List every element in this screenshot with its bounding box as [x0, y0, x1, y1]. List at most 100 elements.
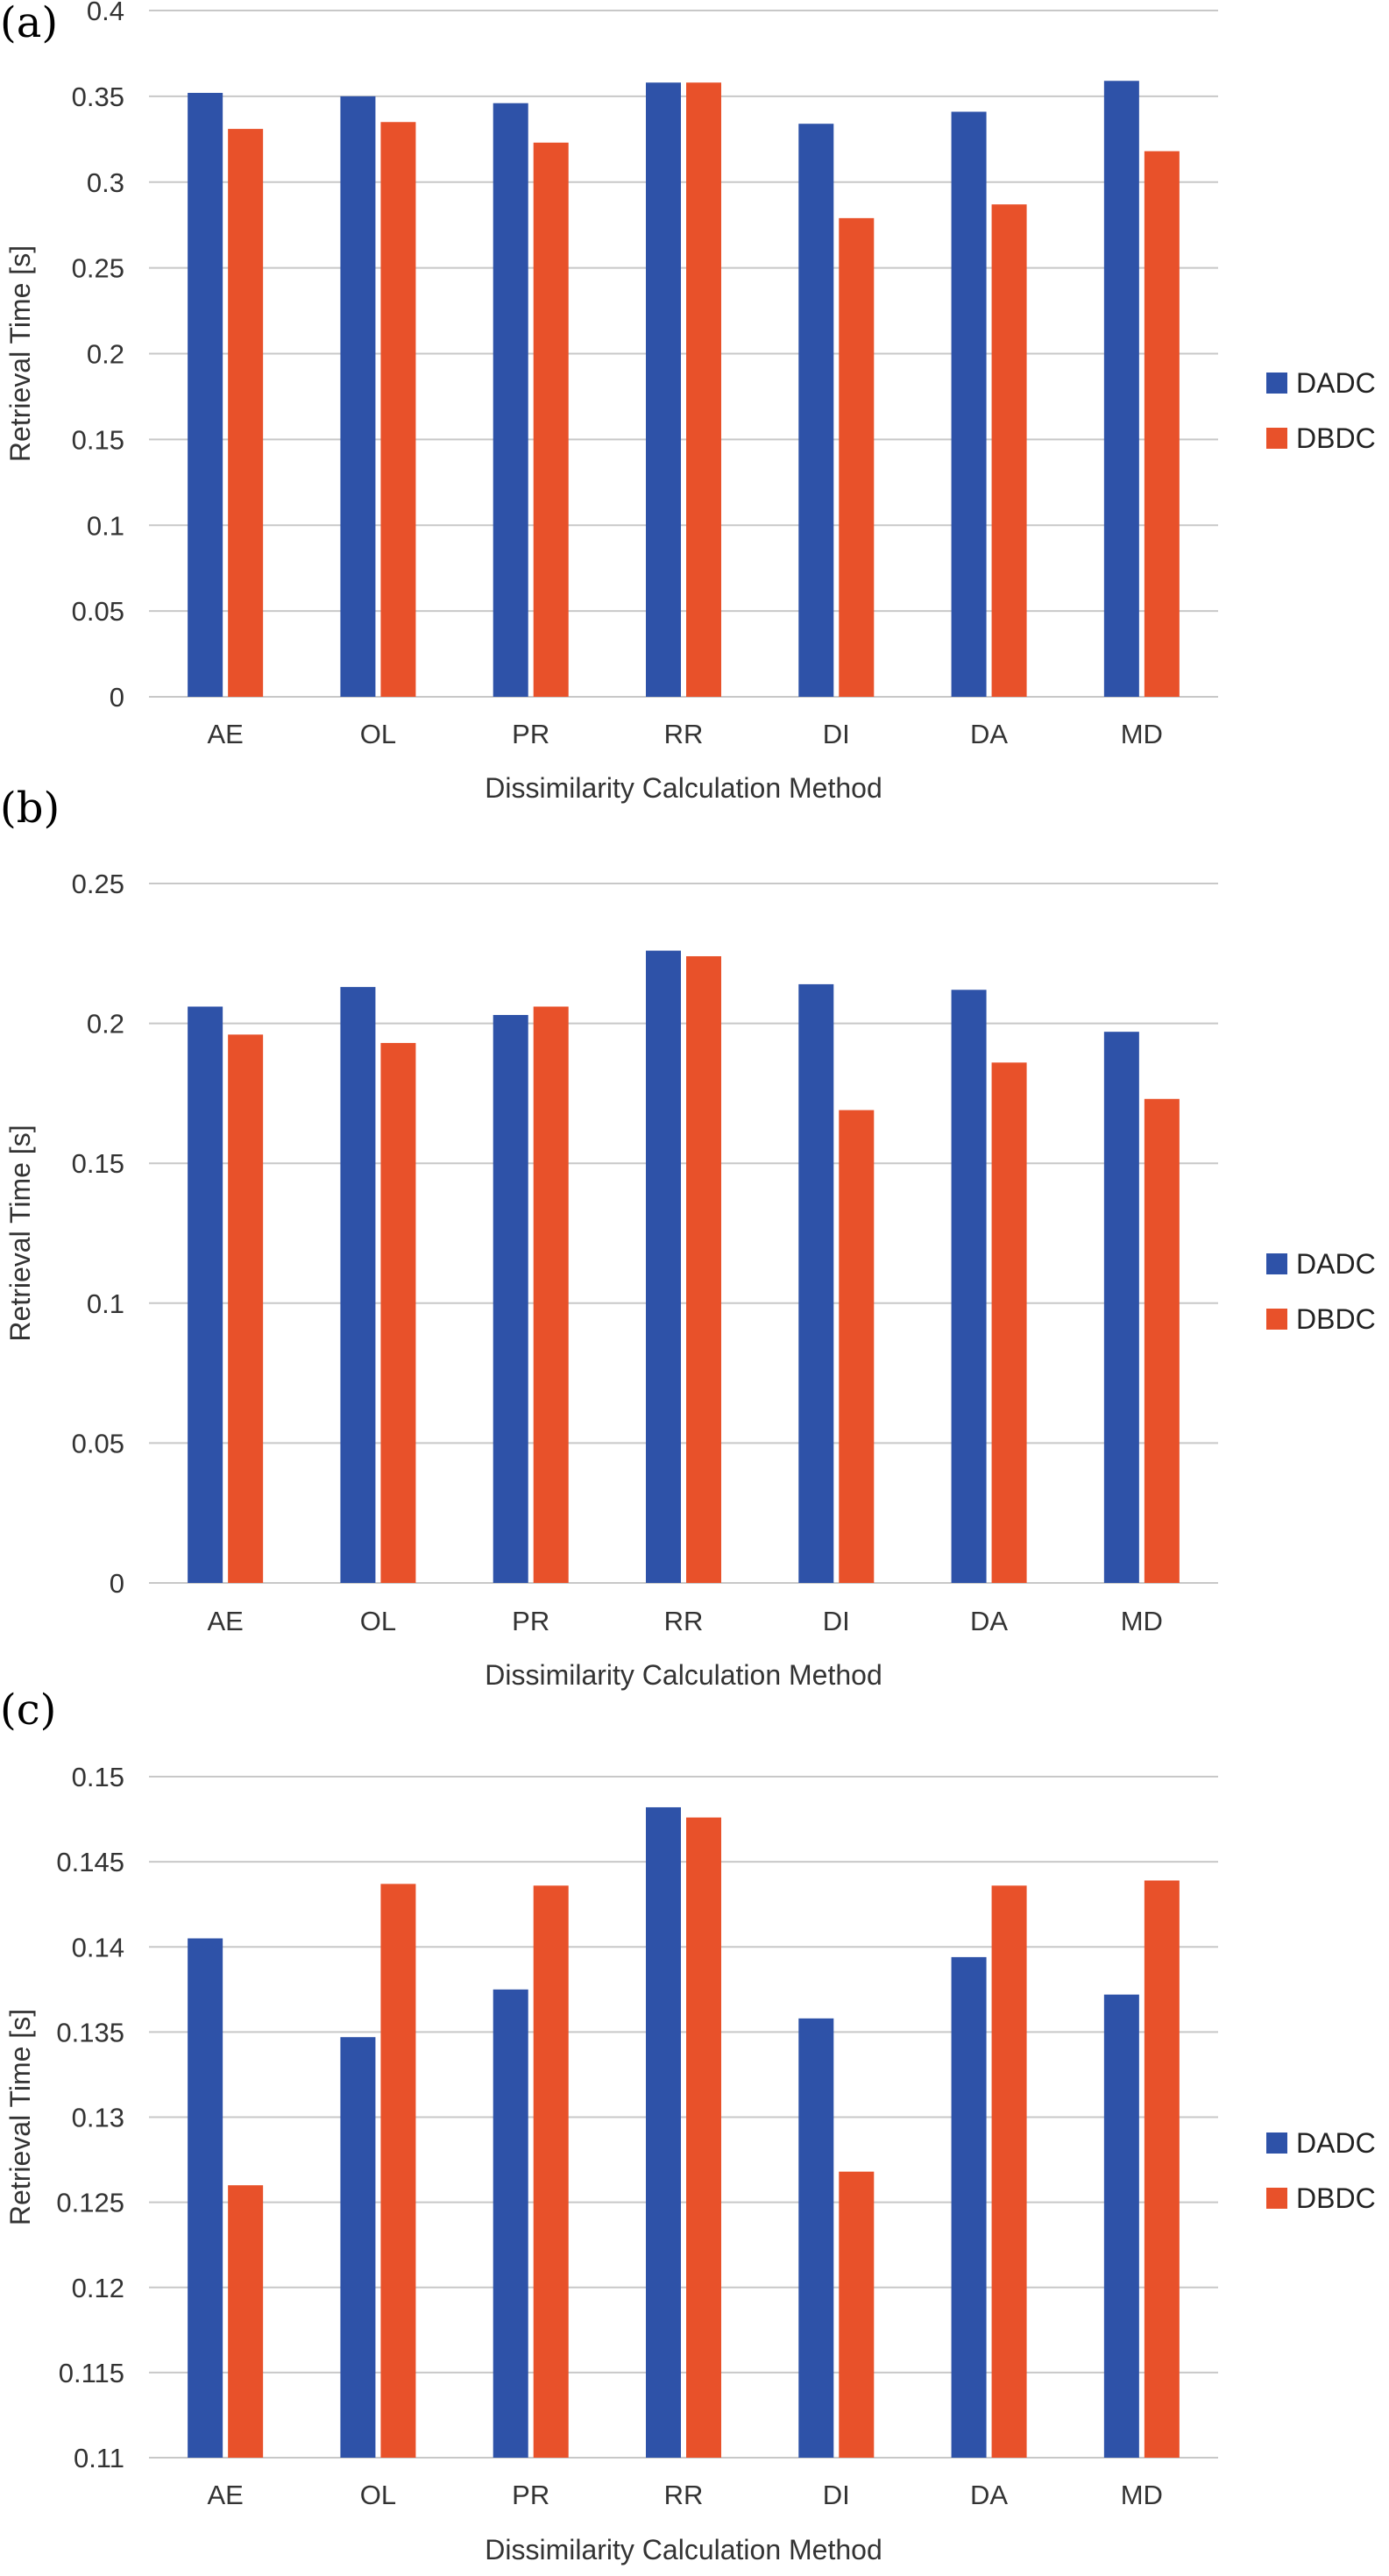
bar-dbdc-pr: [533, 142, 569, 698]
legend-swatch-dbdc: [1266, 428, 1287, 449]
panel-label: (c): [0, 1685, 56, 1735]
bar-dbdc-ae: [228, 2185, 264, 2458]
x-tick-label: PR: [512, 1606, 549, 1636]
bar-dadc-da: [951, 111, 987, 698]
chart-panel-0: (a) 0 0.05 0.1 0.15 0.2 0.25 0.3 0.35 0.4 AE OL PR RR…: [0, 0, 1376, 804]
y-tick-label: 0.135: [56, 2017, 124, 2047]
bar-dbdc-da: [991, 204, 1027, 697]
chart-panel-2: (c) 0.11 0.115 0.12 0.125 0.13 0.135 0.14 0.145 0…: [0, 1685, 1376, 2565]
bar-dbdc-di: [839, 1110, 875, 1583]
bar-dadc-pr: [493, 103, 528, 697]
x-tick-label: PR: [512, 2480, 549, 2510]
y-tick-label: 0.1: [87, 1288, 124, 1319]
x-tick-label: DI: [823, 1606, 850, 1636]
x-tick-label: DA: [970, 719, 1008, 749]
bar-dadc-md: [1103, 1994, 1139, 2458]
x-tick-label: AE: [207, 2480, 243, 2510]
x-tick-label: AE: [207, 719, 243, 749]
x-axis-title: Dissimilarity Calculation Method: [485, 2534, 882, 2565]
y-tick-label: 0.115: [59, 2358, 124, 2388]
y-tick-label: 0: [110, 1568, 124, 1599]
y-tick-label: 0.14: [72, 1932, 124, 1962]
x-tick-label: MD: [1121, 719, 1163, 749]
x-tick-label: RR: [664, 719, 704, 749]
bar-dbdc-rr: [686, 82, 721, 698]
bar-dbdc-di: [839, 217, 875, 698]
bar-dadc-ae: [188, 1006, 223, 1583]
bar-dbdc-ol: [380, 1042, 416, 1583]
x-tick-label: DA: [970, 2480, 1008, 2510]
y-tick-label: 0.3: [87, 167, 124, 198]
legend-label-dbdc: DBDC: [1296, 2182, 1376, 2214]
bar-dbdc-di: [839, 2171, 875, 2458]
bar-dbdc-ae: [228, 129, 264, 697]
bar-dadc-da: [951, 990, 987, 1583]
y-tick-label: 0.12: [72, 2273, 124, 2303]
bar-dadc-md: [1103, 1032, 1139, 1583]
bar-dadc-di: [798, 983, 834, 1583]
panel-label: (b): [0, 784, 60, 833]
bar-dadc-da: [951, 1956, 987, 2458]
x-tick-label: OL: [360, 719, 396, 749]
bar-dbdc-pr: [533, 1006, 569, 1583]
bar-dbdc-da: [991, 1885, 1027, 2458]
bar-dadc-ae: [188, 92, 223, 697]
bar-dadc-ae: [188, 1938, 223, 2458]
y-tick-label: 0.2: [87, 1009, 124, 1040]
x-tick-label: OL: [360, 1606, 396, 1636]
x-axis-title: Dissimilarity Calculation Method: [485, 1659, 882, 1691]
x-axis-title: Dissimilarity Calculation Method: [485, 772, 882, 804]
legend-label-dbdc: DBDC: [1296, 1303, 1376, 1335]
y-tick-label: 0.05: [72, 596, 124, 627]
bar-dbdc-md: [1144, 1098, 1180, 1583]
bar-dbdc-ae: [228, 1034, 264, 1583]
bar-dadc-ol: [340, 96, 376, 697]
bar-dadc-ol: [340, 987, 376, 1583]
bar-dbdc-md: [1144, 151, 1180, 697]
y-tick-label: 0.13: [72, 2103, 124, 2133]
bar-dbdc-rr: [686, 955, 721, 1583]
bar-dbdc-ol: [380, 1884, 416, 2458]
y-tick-label: 0.05: [72, 1428, 124, 1458]
y-tick-label: 0.15: [72, 1148, 124, 1179]
bar-dadc-ol: [340, 2037, 376, 2458]
bar-dadc-rr: [646, 82, 681, 698]
y-axis-title: Retrieval Time [s]: [4, 245, 36, 462]
x-tick-label: RR: [664, 2480, 704, 2510]
y-tick-label: 0: [110, 682, 124, 713]
x-tick-label: DA: [970, 1606, 1008, 1636]
bar-dadc-pr: [493, 1015, 528, 1583]
y-tick-label: 0.15: [72, 424, 124, 455]
bar-dadc-di: [798, 124, 834, 697]
y-tick-label: 0.15: [72, 1762, 124, 1792]
y-tick-label: 0.4: [87, 0, 124, 26]
chart-panel-1: (b) 0 0.05 0.1 0.15 0.2 0.25 AE OL PR RR DI DA MD Diss…: [0, 784, 1376, 1691]
bar-dbdc-pr: [533, 1885, 569, 2458]
legend-label-dbdc: DBDC: [1296, 422, 1376, 454]
x-tick-label: RR: [664, 1606, 704, 1636]
y-tick-label: 0.25: [72, 253, 124, 284]
legend-swatch-dadc: [1266, 1253, 1287, 1274]
legend-label-dadc: DADC: [1296, 2127, 1376, 2159]
panel-label: (a): [0, 0, 58, 47]
y-axis-title: Retrieval Time [s]: [4, 2009, 36, 2225]
legend-swatch-dadc: [1266, 373, 1287, 394]
x-tick-label: DI: [823, 2480, 850, 2510]
y-tick-label: 0.2: [87, 339, 124, 370]
bar-dbdc-ol: [380, 122, 416, 698]
x-tick-label: MD: [1121, 2480, 1163, 2510]
legend-label-dadc: DADC: [1296, 1248, 1376, 1280]
x-tick-label: PR: [512, 719, 549, 749]
bar-dadc-md: [1103, 81, 1139, 697]
x-tick-label: MD: [1121, 1606, 1163, 1636]
y-tick-label: 0.145: [56, 1847, 124, 1877]
x-tick-label: DI: [823, 719, 850, 749]
y-tick-label: 0.11: [74, 2443, 124, 2473]
bar-dbdc-da: [991, 1062, 1027, 1583]
y-axis-title: Retrieval Time [s]: [4, 1125, 36, 1341]
legend-swatch-dbdc: [1266, 2188, 1287, 2209]
bar-dadc-pr: [493, 1989, 528, 2458]
x-tick-label: AE: [207, 1606, 243, 1636]
bar-dadc-rr: [646, 950, 681, 1583]
